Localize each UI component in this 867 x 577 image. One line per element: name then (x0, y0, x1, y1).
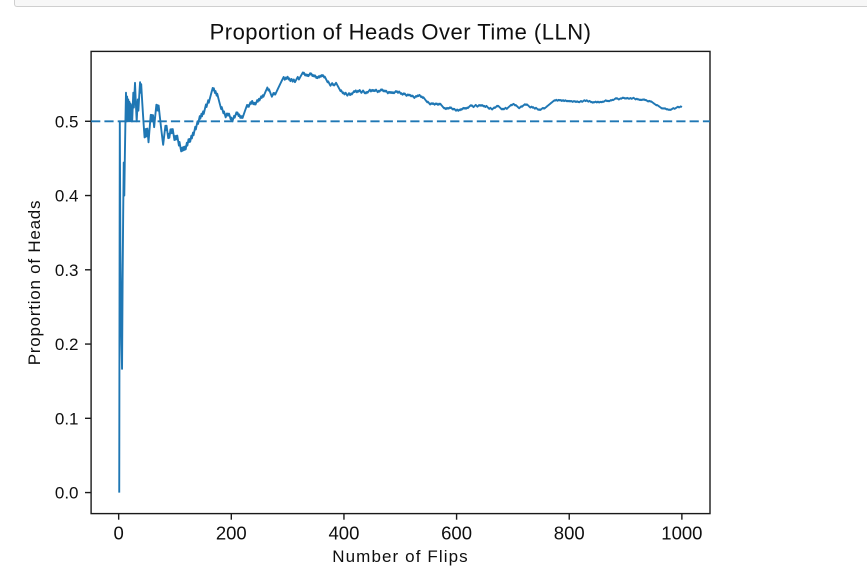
svg-text:Proportion of Heads: Proportion of Heads (25, 200, 44, 365)
svg-text:Number of Flips: Number of Flips (332, 547, 468, 566)
svg-text:0.2: 0.2 (55, 335, 79, 354)
svg-text:1000: 1000 (661, 523, 702, 544)
svg-text:0.0: 0.0 (55, 484, 79, 503)
svg-text:0.1: 0.1 (55, 409, 79, 428)
svg-text:0.5: 0.5 (55, 112, 79, 131)
svg-text:800: 800 (554, 523, 585, 544)
svg-text:Proportion of Heads Over Time: Proportion of Heads Over Time (LLN) (210, 20, 592, 45)
svg-text:400: 400 (329, 523, 360, 544)
svg-text:600: 600 (441, 523, 472, 544)
svg-text:0: 0 (114, 523, 124, 544)
svg-text:200: 200 (216, 523, 247, 544)
svg-text:0.3: 0.3 (55, 261, 79, 280)
svg-text:0.4: 0.4 (55, 187, 79, 206)
